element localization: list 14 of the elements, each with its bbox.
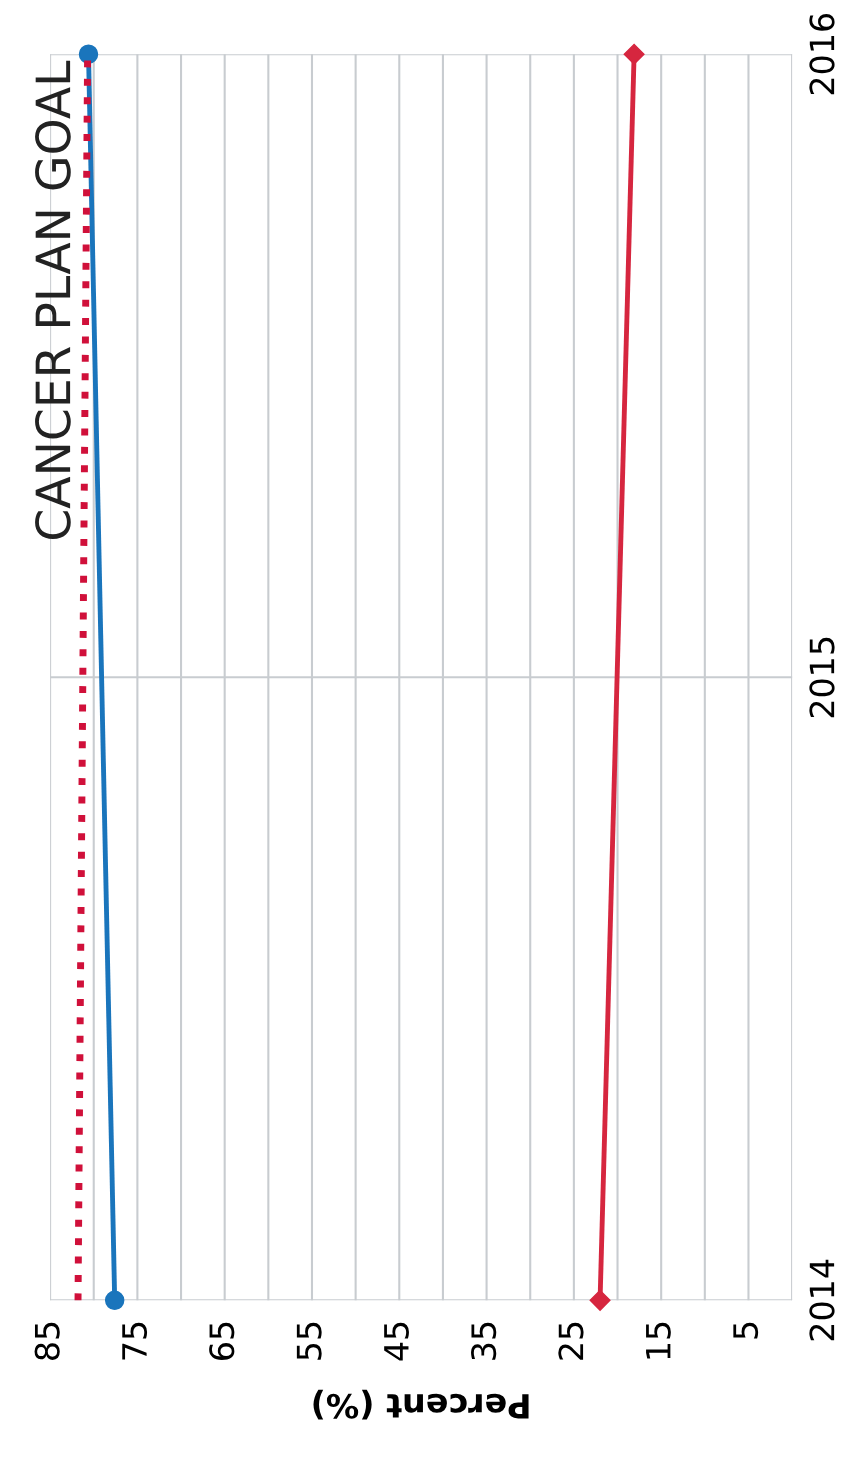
x-tick-label: 75 [122, 1322, 148, 1360]
x-tick-label: 25 [558, 1322, 584, 1360]
x-axis-title: Percent (%) [313, 1389, 529, 1420]
y-tick-label: 2015 [809, 637, 835, 718]
x-tick-label: 35 [471, 1322, 497, 1360]
x-tick-label: 55 [296, 1322, 322, 1360]
x-tick-label: 45 [384, 1322, 409, 1361]
x-tick-label: 65 [209, 1322, 235, 1360]
y-tick-label: 2016 [809, 13, 835, 95]
y-tick-label: 2014 [809, 1259, 835, 1341]
x-tick-label: 85 [34, 1322, 60, 1360]
x-tick-label: 15 [646, 1322, 671, 1359]
text: CANCER PLAN GOAL [35, 60, 71, 540]
x-tick-label: 5 [733, 1322, 759, 1339]
